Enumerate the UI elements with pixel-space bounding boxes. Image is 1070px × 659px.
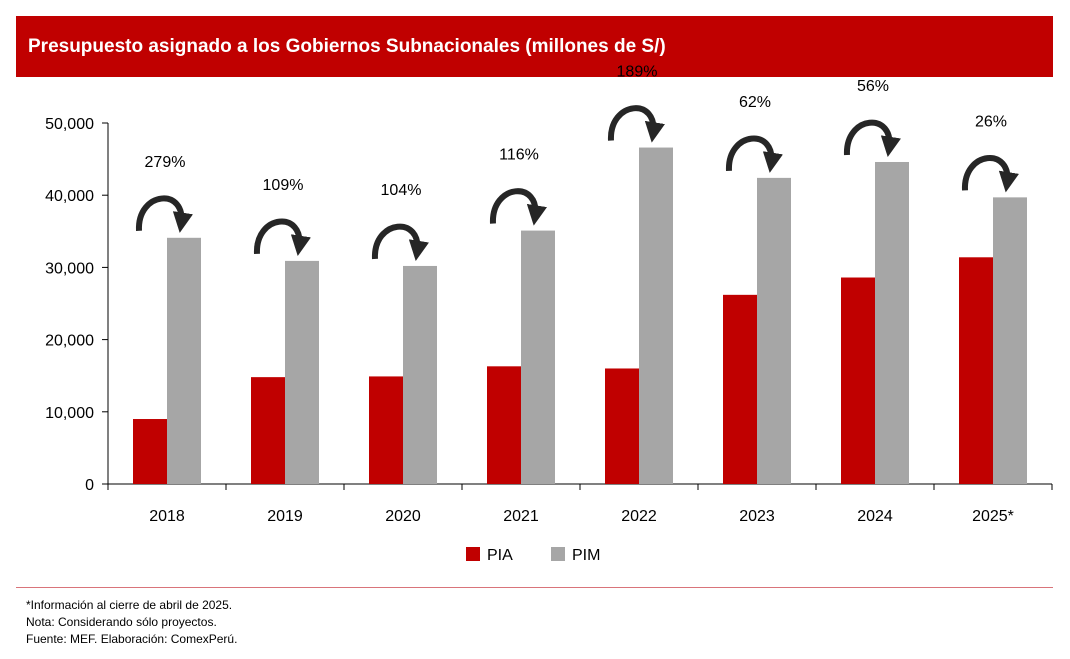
growth-arrow — [371, 223, 429, 262]
legend-label-pia: PIA — [487, 547, 513, 564]
growth-arrow — [961, 155, 1019, 193]
bar-pim — [521, 230, 555, 484]
footnote-source: Fuente: MEF. Elaboración: ComexPerú. — [26, 632, 238, 646]
bar-pia — [487, 366, 521, 484]
growth-arrow — [135, 195, 193, 233]
x-tick-label: 2022 — [621, 508, 657, 525]
growth-arrow — [843, 119, 901, 158]
bar-pia — [251, 377, 285, 484]
bar-pim — [639, 147, 673, 484]
x-tick-label: 2019 — [267, 508, 303, 525]
bar-pim — [285, 260, 319, 484]
x-tick-label: 2021 — [503, 508, 539, 525]
divider — [16, 587, 1053, 588]
chart-title: Presupuesto asignado a los Gobiernos Sub… — [28, 35, 666, 57]
bar-pia — [723, 294, 757, 484]
growth-label: 104% — [381, 182, 422, 199]
bar-pim — [167, 237, 201, 484]
y-tick-label: 0 — [85, 477, 94, 494]
bar-pim — [757, 177, 791, 484]
x-tick-label: 2020 — [385, 508, 421, 525]
growth-label: 26% — [975, 113, 1007, 130]
growth-arrow — [607, 105, 665, 143]
bar-pia — [369, 376, 403, 484]
growth-label: 109% — [263, 177, 304, 194]
x-tick-label: 2018 — [149, 508, 185, 525]
x-tick-label: 2023 — [739, 508, 775, 525]
bar-pia — [959, 257, 993, 484]
growth-arrow — [489, 188, 547, 226]
growth-label: 56% — [857, 78, 889, 95]
x-tick-label: 2025* — [972, 508, 1014, 525]
y-tick-label: 50,000 — [45, 116, 94, 133]
bar-pia — [841, 277, 875, 484]
bar-pim — [993, 197, 1027, 484]
bar-pim — [875, 161, 909, 484]
growth-arrow — [253, 218, 311, 256]
x-tick-label: 2024 — [857, 508, 893, 525]
growth-label: 279% — [145, 154, 186, 171]
growth-label: 116% — [499, 147, 539, 164]
y-tick-label: 40,000 — [45, 188, 94, 205]
y-tick-label: 10,000 — [45, 405, 94, 422]
bar-chart: 0 10,000 20,000 30,000 40,000 50,000 2018 279% 2… — [45, 64, 1053, 564]
growth-label: 189% — [617, 64, 658, 81]
growth-arrow — [725, 135, 783, 173]
growth-label: 62% — [739, 94, 771, 111]
y-tick-label: 30,000 — [45, 260, 94, 277]
bar-pim — [403, 265, 437, 484]
bar-pia — [605, 368, 639, 484]
bar-pia — [133, 419, 167, 484]
footnotes: *Información al cierre de abril de 2025.… — [26, 597, 237, 648]
footnote-note: Nota: Considerando sólo proyectos. — [26, 615, 217, 629]
y-tick-label: 20,000 — [45, 333, 94, 350]
legend-swatch-pia — [466, 547, 480, 561]
chart-title-bar: Presupuesto asignado a los Gobiernos Sub… — [16, 16, 1053, 77]
legend-swatch-pim — [551, 547, 565, 561]
legend-label-pim: PIM — [572, 547, 600, 564]
footnote-info: *Información al cierre de abril de 2025. — [26, 598, 233, 612]
